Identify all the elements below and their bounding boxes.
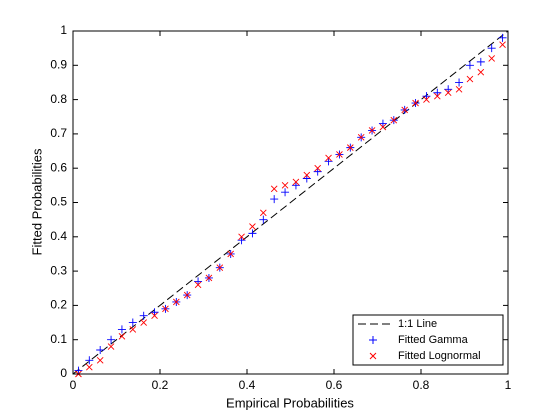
- x-marker: [444, 89, 452, 97]
- legend-box: [352, 314, 504, 366]
- plus-marker: [433, 88, 442, 97]
- x-marker: [259, 209, 267, 217]
- plus-marker: [150, 308, 159, 317]
- axes-box: [72, 30, 509, 375]
- y-tick-label: 0.5: [50, 195, 67, 209]
- x-tick-label: 1: [505, 378, 512, 392]
- y-tick-label: 0.6: [50, 160, 67, 174]
- x-marker: [249, 223, 256, 230]
- plus-marker: [444, 85, 453, 94]
- plus-marker: [74, 366, 83, 375]
- plus-marker: [455, 78, 464, 87]
- x-marker: [412, 99, 419, 107]
- plus-marker: [270, 195, 279, 204]
- y-tick-label: 0: [60, 366, 67, 380]
- plus-marker: [96, 345, 105, 354]
- x-marker: [96, 356, 104, 364]
- plus-marker: [487, 44, 496, 53]
- legend-marker: [369, 336, 377, 344]
- x-tick-label: 0.6: [326, 378, 343, 392]
- x-marker: [216, 264, 224, 271]
- x-marker: [129, 326, 137, 333]
- y-tick-label: 0.4: [50, 229, 67, 243]
- plus-marker: [259, 215, 268, 224]
- x-marker: [194, 281, 202, 289]
- plus-marker: [498, 33, 507, 42]
- plus-marker: [107, 335, 116, 344]
- x-marker: [368, 127, 376, 134]
- plus-marker: [302, 174, 311, 183]
- x-marker: [172, 298, 180, 306]
- y-tick-label: 0.7: [50, 126, 67, 140]
- x-marker: [238, 233, 245, 241]
- y-axis-label: Fitted Probabilities: [29, 148, 44, 255]
- x-marker: [183, 291, 191, 299]
- x-marker: [118, 332, 126, 340]
- x-marker: [281, 182, 289, 189]
- x-marker: [499, 41, 506, 49]
- x-marker: [325, 154, 332, 162]
- plus-marker: [248, 229, 257, 238]
- x-marker: [292, 178, 300, 186]
- x-marker: [390, 116, 398, 124]
- legend-label: Fitted Lognormal: [398, 350, 481, 362]
- x-marker: [357, 134, 365, 141]
- plus-marker: [85, 356, 94, 365]
- plus-marker: [324, 157, 333, 166]
- x-marker: [346, 144, 354, 151]
- plus-marker: [422, 92, 431, 101]
- y-tick-label: 0.8: [50, 92, 67, 106]
- x-marker: [466, 75, 474, 83]
- legend-marker: [369, 352, 377, 360]
- legend-label: 1:1 Line: [398, 318, 437, 330]
- y-tick-label: 1: [60, 23, 67, 37]
- x-marker: [85, 363, 93, 371]
- x-tick-label: 0.4: [239, 378, 256, 392]
- x-marker: [140, 319, 148, 326]
- plus-marker: [378, 119, 387, 128]
- x-marker: [401, 106, 409, 114]
- x-tick-label: 0.8: [413, 378, 430, 392]
- x-marker: [162, 305, 169, 313]
- x-axis-label: Empirical Probabilities: [226, 395, 354, 410]
- x-marker: [423, 96, 430, 103]
- x-marker: [477, 68, 485, 76]
- y-tick-label: 0.2: [50, 298, 67, 312]
- x-marker: [488, 55, 496, 62]
- plus-marker: [313, 167, 322, 176]
- plus-marker: [117, 325, 126, 334]
- plus-marker: [237, 236, 246, 245]
- plus-marker: [139, 311, 148, 320]
- plus-marker: [281, 188, 290, 197]
- plus-marker: [291, 181, 300, 190]
- x-marker: [455, 85, 463, 93]
- y-tick-label: 0.9: [50, 57, 67, 71]
- legend-label: Fitted Gamma: [398, 334, 469, 346]
- x-marker: [151, 312, 158, 320]
- x-marker: [314, 164, 322, 172]
- x-marker: [205, 274, 213, 282]
- x-marker: [379, 123, 387, 131]
- x-marker: [433, 92, 441, 100]
- x-tick-label: 0: [70, 378, 77, 392]
- y-tick-label: 0.1: [50, 332, 67, 346]
- x-marker: [107, 343, 115, 350]
- reference-line: [72, 30, 509, 375]
- plus-marker: [476, 57, 485, 66]
- x-marker: [270, 185, 278, 193]
- plus-marker: [465, 61, 474, 70]
- plus-marker: [194, 277, 203, 286]
- x-marker: [227, 250, 235, 258]
- y-tick-label: 0.3: [50, 263, 67, 277]
- legend: 1:1 Line Fitted Gamma Fitted Lognormal: [352, 314, 504, 366]
- x-marker: [303, 171, 311, 179]
- x-marker: [336, 151, 343, 158]
- plus-marker: [128, 318, 137, 327]
- x-tick-label: 0.2: [152, 378, 169, 392]
